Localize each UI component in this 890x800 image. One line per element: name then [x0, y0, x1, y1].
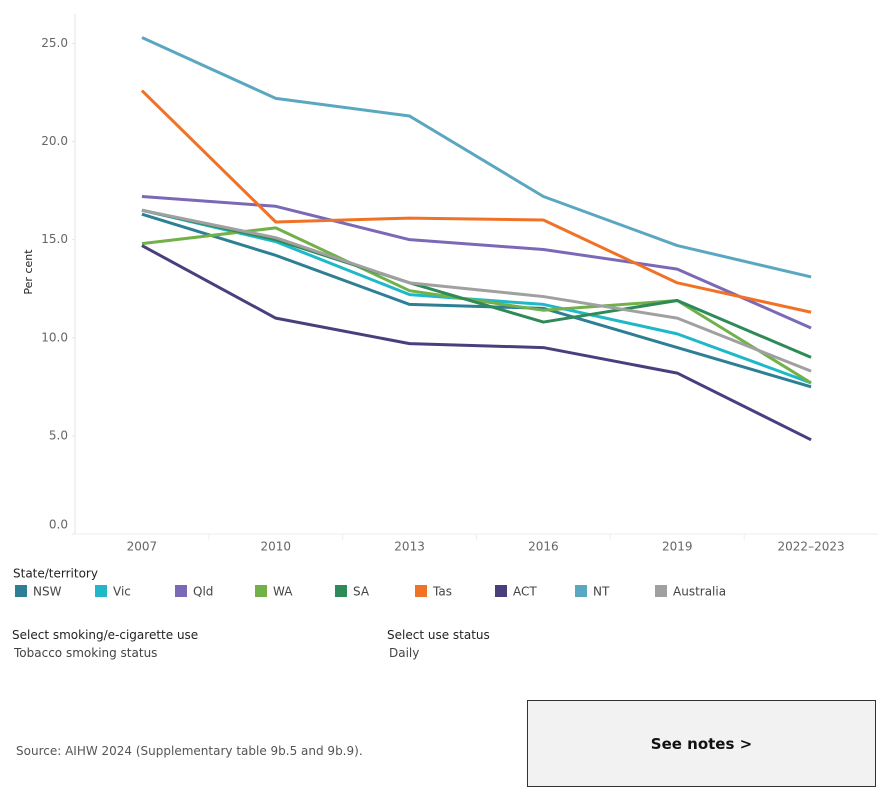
- legend-swatch: [15, 585, 27, 597]
- x-tick-label: 2007: [127, 540, 158, 554]
- legend-label: Vic: [113, 585, 131, 599]
- y-axis-label: Per cent: [22, 249, 35, 295]
- series-line: [141, 244, 812, 442]
- legend-label: NSW: [33, 585, 62, 599]
- legend-label: WA: [273, 585, 293, 599]
- legend-title: State/territory: [13, 567, 98, 581]
- y-tick-label: 25.0: [41, 36, 68, 50]
- legend-swatch: [495, 585, 507, 597]
- legend-label: Qld: [193, 585, 213, 599]
- y-tick-label: 0.0: [49, 518, 68, 532]
- legend-swatch: [95, 585, 107, 597]
- x-tick-label: 2022–2023: [778, 540, 845, 554]
- chart: Per cent State/territory 0.0 5.0 10.0 15.0 2…: [13, 14, 878, 599]
- legend-label: Australia: [673, 585, 726, 599]
- legend-label: SA: [353, 585, 370, 599]
- source-note: Source: AIHW 2024 (Supplementary table 9…: [16, 744, 363, 758]
- y-tick-label: 20.0: [41, 134, 68, 148]
- control-label: Select use status: [387, 628, 490, 642]
- legend-swatch: [335, 585, 347, 597]
- series-line: [141, 212, 812, 389]
- legend-swatch: [655, 585, 667, 597]
- x-tick-label: 2019: [662, 540, 693, 554]
- control-value[interactable]: Daily: [389, 646, 420, 660]
- legend-swatch: [575, 585, 587, 597]
- series-line: [140, 89, 812, 314]
- y-tick-label: 10.0: [41, 330, 68, 344]
- legend-label: NT: [593, 585, 610, 599]
- x-tick-label: 2010: [260, 540, 291, 554]
- legend-label: ACT: [513, 585, 537, 599]
- control-value[interactable]: Tobacco smoking status: [14, 646, 158, 660]
- series-line: [141, 208, 812, 373]
- x-tick-label: 2016: [528, 540, 559, 554]
- series-line: [141, 208, 812, 359]
- x-tick-label: 2013: [394, 540, 425, 554]
- legend-swatch: [415, 585, 427, 597]
- series-line: [141, 226, 812, 385]
- legend-swatch: [175, 585, 187, 597]
- y-tick-label: 5.0: [49, 428, 68, 442]
- series-line: [141, 194, 812, 330]
- series-line: [141, 36, 812, 279]
- legend-swatch: [255, 585, 267, 597]
- control-label: Select smoking/e-cigarette use: [12, 628, 199, 642]
- legend-label: Tas: [432, 585, 452, 599]
- notes-button[interactable]: See notes >: [527, 700, 876, 787]
- y-tick-label: 15.0: [41, 232, 68, 246]
